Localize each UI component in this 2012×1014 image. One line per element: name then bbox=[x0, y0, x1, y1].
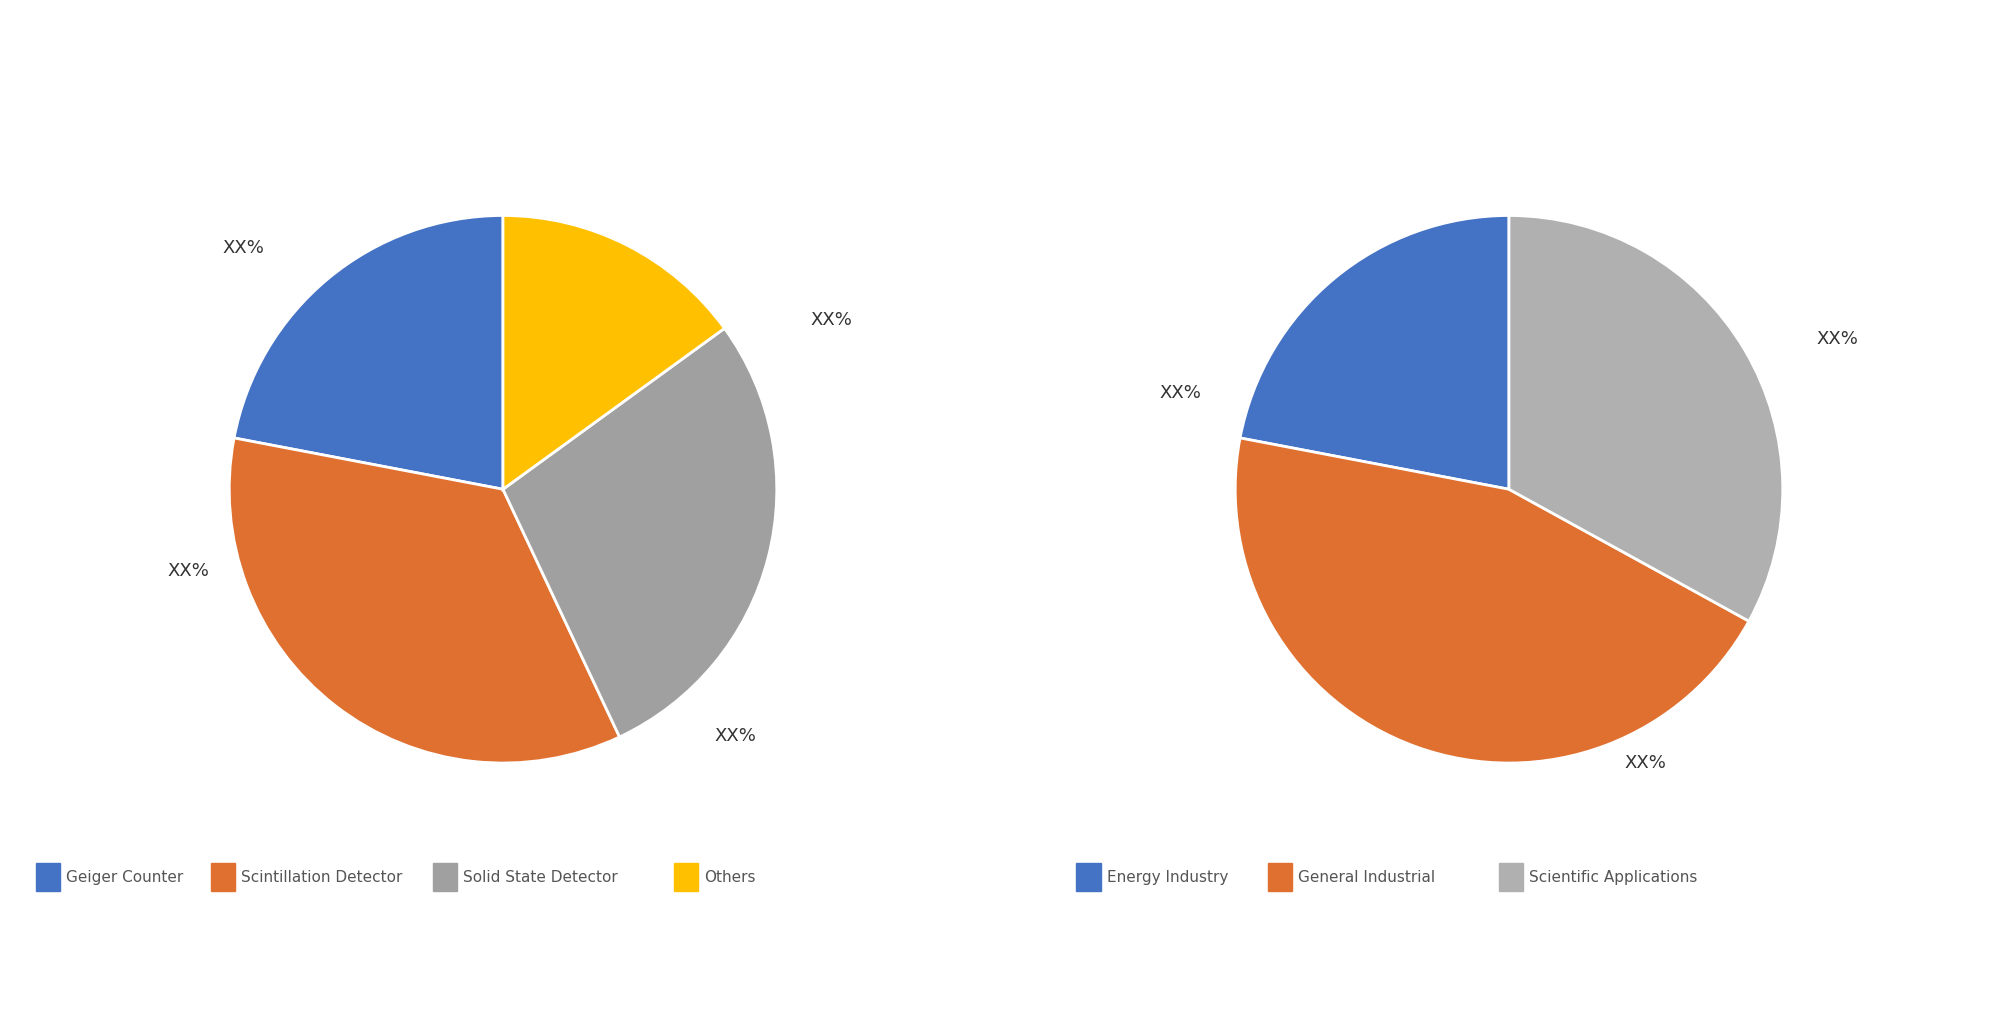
Text: XX%: XX% bbox=[1626, 754, 1666, 772]
Wedge shape bbox=[1235, 438, 1748, 763]
Wedge shape bbox=[1239, 215, 1509, 489]
Text: Energy Industry: Energy Industry bbox=[1107, 870, 1227, 884]
Text: XX%: XX% bbox=[221, 239, 264, 258]
Text: Others: Others bbox=[704, 870, 757, 884]
Text: Website: www.theindustrystats.com: Website: www.theindustrystats.com bbox=[1449, 959, 1789, 977]
Wedge shape bbox=[503, 329, 777, 737]
Wedge shape bbox=[1509, 215, 1783, 622]
Text: XX%: XX% bbox=[811, 310, 853, 329]
Text: Application: Application bbox=[36, 102, 187, 127]
Wedge shape bbox=[503, 215, 724, 489]
Bar bbox=[1076, 864, 1101, 891]
Text: XX%: XX% bbox=[1159, 384, 1201, 403]
Text: Fig. Global Radiation Detection in Industrial & Scientific Market Share by Produ: Fig. Global Radiation Detection in Indus… bbox=[36, 40, 1237, 64]
Text: Solid State Detector: Solid State Detector bbox=[463, 870, 618, 884]
Text: XX%: XX% bbox=[714, 727, 757, 744]
Bar bbox=[1499, 864, 1523, 891]
Wedge shape bbox=[229, 438, 620, 763]
Text: General Industrial: General Industrial bbox=[1298, 870, 1435, 884]
Text: Scintillation Detector: Scintillation Detector bbox=[241, 870, 402, 884]
Text: XX%: XX% bbox=[167, 563, 209, 580]
Wedge shape bbox=[233, 215, 503, 489]
Text: Source: Theindustrystats Analysis: Source: Theindustrystats Analysis bbox=[36, 959, 356, 977]
Bar bbox=[1268, 864, 1292, 891]
Bar bbox=[211, 864, 235, 891]
Bar bbox=[36, 864, 60, 891]
Text: Scientific Applications: Scientific Applications bbox=[1529, 870, 1698, 884]
Bar bbox=[433, 864, 457, 891]
Bar bbox=[674, 864, 698, 891]
Text: XX%: XX% bbox=[1817, 330, 1859, 348]
Text: Email: sales@theindustrystats.com: Email: sales@theindustrystats.com bbox=[744, 959, 1074, 977]
Text: Geiger Counter: Geiger Counter bbox=[66, 870, 183, 884]
